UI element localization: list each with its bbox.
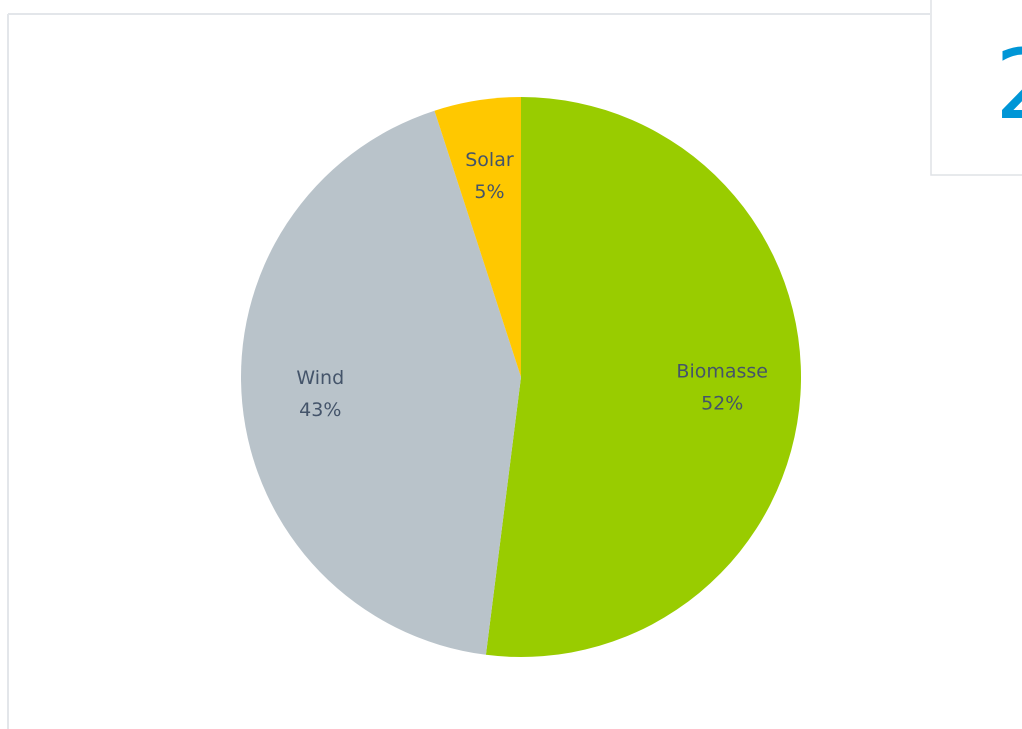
slice-value-label: 52% [701, 393, 743, 415]
slice-value-label: 43% [299, 399, 341, 421]
pie-slice [485, 97, 802, 658]
pie-slice [240, 110, 521, 655]
slice-label: Biomasse [676, 361, 768, 383]
card-frame [930, 0, 1022, 176]
slice-value-label: 5% [474, 181, 504, 203]
pie-slice [434, 97, 521, 377]
pie-chart: Biomasse 52% Wind 43% Solar 5% [240, 97, 802, 658]
slice-label: Solar [465, 149, 514, 171]
card-value: 2 [995, 29, 1022, 141]
kpi-card: 2 [930, 0, 1022, 176]
slice-label: Wind [296, 367, 344, 389]
